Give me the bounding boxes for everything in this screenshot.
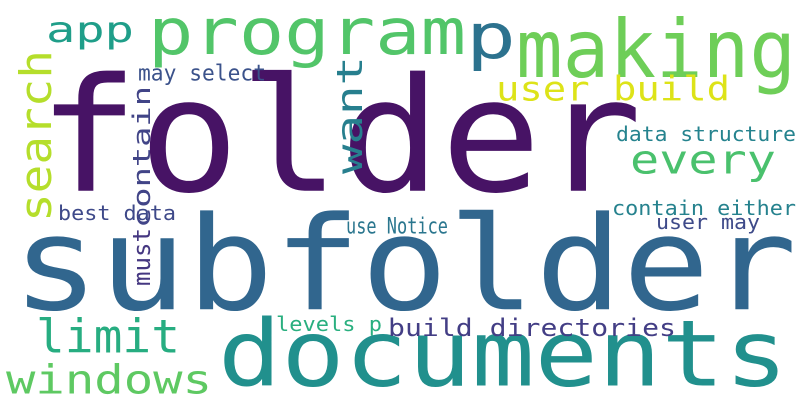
word-use-notice: use Notice — [346, 213, 448, 239]
word-program: program — [148, 0, 466, 70]
word-documents: documents — [218, 299, 788, 400]
word-must: must — [127, 228, 156, 286]
word-making: making — [516, 2, 796, 97]
word-data-structure: data structure — [616, 122, 796, 146]
word-every: every — [630, 136, 776, 184]
word-p: p — [466, 0, 516, 73]
word-may-select: may select — [138, 60, 266, 86]
word-windows: windows — [6, 356, 212, 400]
word-app: app — [46, 8, 134, 51]
word-user-may: user may — [656, 210, 760, 234]
word-limit: limit — [36, 309, 180, 364]
word-search: search — [10, 50, 62, 223]
word-subfolder: subfolder — [12, 188, 797, 341]
word-contain-either: contain either — [612, 196, 796, 220]
word-levels-p: levels p — [276, 312, 382, 336]
word-user-build: user build — [496, 68, 730, 109]
word-want: want — [328, 56, 371, 174]
word-best-data: best data — [58, 201, 176, 225]
word-folder: folder — [38, 43, 642, 229]
word-build-directories: build directories — [388, 313, 676, 342]
